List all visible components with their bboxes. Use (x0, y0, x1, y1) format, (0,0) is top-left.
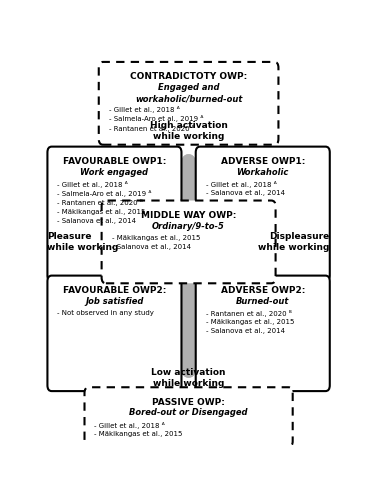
Text: - Mäkikangas et al., 2015: - Mäkikangas et al., 2015 (206, 319, 294, 325)
Text: - Salmela-Aro et al., 2019 ᴬ: - Salmela-Aro et al., 2019 ᴬ (109, 116, 203, 122)
Text: ADVERSE OWP2:: ADVERSE OWP2: (220, 286, 305, 295)
Text: - Mäkikangas et al., 2015: - Mäkikangas et al., 2015 (57, 208, 146, 214)
Text: Workaholic: Workaholic (237, 168, 289, 177)
Text: Low activation
while working: Low activation while working (151, 368, 226, 388)
Text: - Gillet et al., 2018 ᴬ: - Gillet et al., 2018 ᴬ (109, 106, 180, 113)
Text: - Salanova et al., 2014: - Salanova et al., 2014 (57, 218, 137, 224)
FancyBboxPatch shape (196, 276, 330, 391)
Text: - Salmela-Aro et al., 2019 ᴬ: - Salmela-Aro et al., 2019 ᴬ (57, 190, 152, 197)
Text: - Gillet et al., 2018 ᴬ: - Gillet et al., 2018 ᴬ (206, 181, 276, 188)
Text: Displeasure
while working: Displeasure while working (258, 232, 330, 252)
Text: PASSIVE OWP:: PASSIVE OWP: (152, 398, 225, 406)
Text: - Mäkikangas et al., 2015: - Mäkikangas et al., 2015 (95, 431, 183, 437)
Text: - Not observed in any study: - Not observed in any study (57, 310, 154, 316)
Text: MIDDLE WAY OWP:: MIDDLE WAY OWP: (141, 211, 236, 220)
FancyBboxPatch shape (47, 146, 181, 282)
FancyBboxPatch shape (85, 387, 293, 447)
Text: - Gillet et al., 2018 ᴬ: - Gillet et al., 2018 ᴬ (57, 181, 128, 188)
FancyBboxPatch shape (196, 146, 330, 282)
Text: - Rantanen et al., 2020 ᴮ: - Rantanen et al., 2020 ᴮ (57, 200, 143, 206)
Text: - Salanova et al., 2014: - Salanova et al., 2014 (206, 328, 285, 334)
Text: - Gillet et al., 2018 ᴬ: - Gillet et al., 2018 ᴬ (95, 422, 165, 428)
Text: CONTRADICTOTY OWP:: CONTRADICTOTY OWP: (130, 72, 247, 82)
Text: - Salanova et al., 2014: - Salanova et al., 2014 (112, 244, 191, 250)
Text: High activation
while working: High activation while working (150, 120, 227, 141)
Text: - Rantanen et al., 2020 ᴮ: - Rantanen et al., 2020 ᴮ (206, 310, 291, 317)
Text: Bored-out or Disengaged: Bored-out or Disengaged (129, 408, 248, 418)
FancyBboxPatch shape (99, 62, 279, 144)
Text: Burned-out: Burned-out (236, 297, 290, 306)
Text: Ordinary/9-to-5: Ordinary/9-to-5 (152, 222, 225, 230)
Text: ADVERSE OWP1:: ADVERSE OWP1: (220, 157, 305, 166)
Text: FAVOURABLE OWP2:: FAVOURABLE OWP2: (63, 286, 166, 295)
Text: Job satisfied: Job satisfied (85, 297, 144, 306)
Text: - Mäkikangas et al., 2015: - Mäkikangas et al., 2015 (112, 235, 200, 241)
FancyBboxPatch shape (102, 200, 276, 283)
Text: - Rantanen et al., 2020 ᴮ: - Rantanen et al., 2020 ᴮ (109, 124, 195, 132)
Text: Work engaged: Work engaged (81, 168, 148, 177)
Text: Engaged and
workaholic/burned-out: Engaged and workaholic/burned-out (135, 83, 242, 103)
Text: FAVOURABLE OWP1:: FAVOURABLE OWP1: (63, 157, 166, 166)
FancyBboxPatch shape (47, 276, 181, 391)
Text: - Salanova et al., 2014: - Salanova et al., 2014 (206, 190, 285, 196)
Text: Pleasure
while working: Pleasure while working (47, 232, 119, 252)
